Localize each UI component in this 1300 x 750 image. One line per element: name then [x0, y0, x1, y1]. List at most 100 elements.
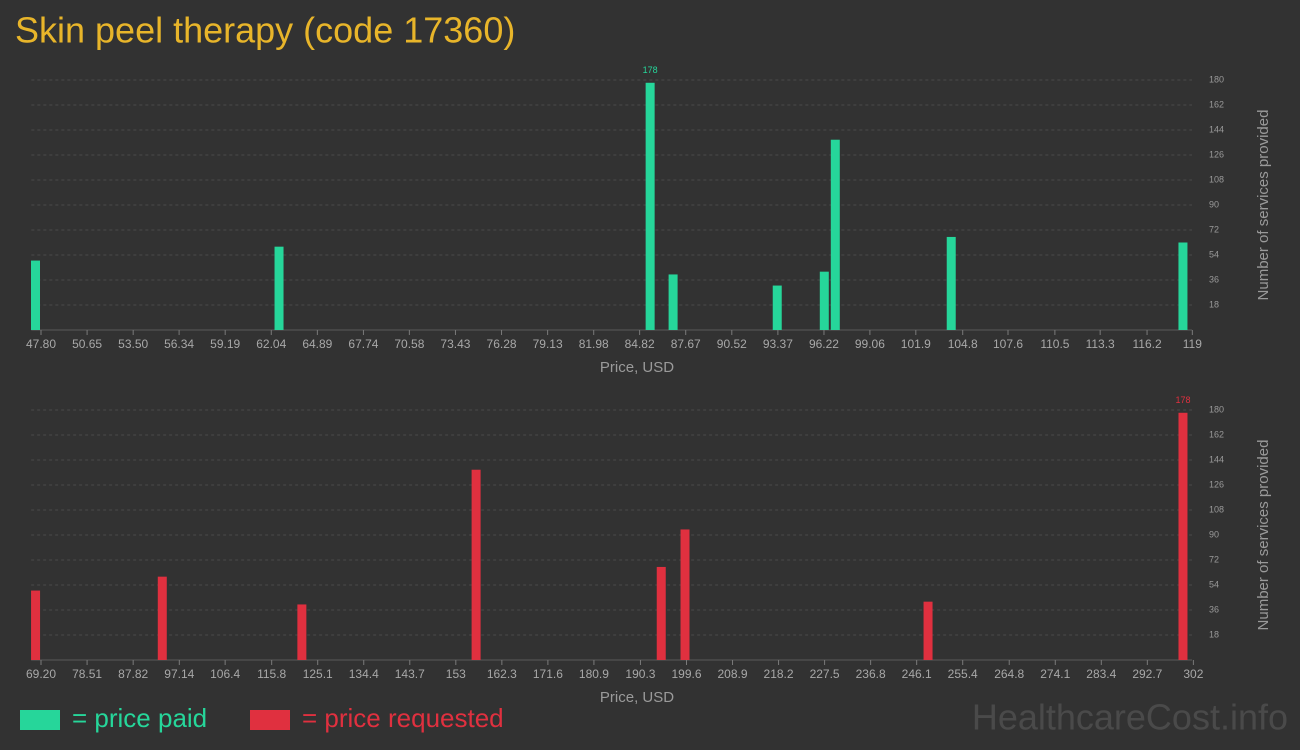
x-tick-label: 302	[1183, 667, 1203, 681]
x-tick-label: 116.2	[1132, 337, 1161, 351]
y-tick-label: 180	[1209, 74, 1224, 84]
x-tick-label: 62.04	[256, 337, 286, 351]
x-tick-label: 73.43	[440, 337, 470, 351]
x-tick-label: 56.34	[164, 337, 194, 351]
y-tick-label: 36	[1209, 604, 1219, 614]
x-tick-label: 143.7	[395, 667, 425, 681]
x-tick-label: 93.37	[763, 337, 793, 351]
x-tick-label: 101.9	[901, 337, 931, 351]
legend-label: = price paid	[72, 703, 207, 733]
x-tick-label: 50.65	[72, 337, 102, 351]
y-tick-label: 18	[1209, 629, 1219, 639]
x-tick-label: 125.1	[303, 667, 333, 681]
x-tick-label: 96.22	[809, 337, 839, 351]
bar	[645, 82, 655, 331]
legend-swatch	[250, 710, 290, 730]
x-tick-label: 274.1	[1040, 667, 1070, 681]
y-tick-label: 108	[1209, 174, 1224, 184]
y-tick-label: 162	[1209, 99, 1224, 109]
bar	[830, 139, 840, 330]
x-tick-label: 113.3	[1086, 337, 1115, 351]
bar	[1178, 412, 1188, 660]
y-tick-label: 18	[1209, 299, 1219, 309]
bar	[274, 246, 284, 330]
bar	[680, 529, 690, 660]
x-tick-label: 218.2	[764, 667, 794, 681]
x-tick-label: 99.06	[855, 337, 885, 351]
bar	[923, 601, 933, 660]
x-tick-label: 97.14	[164, 667, 194, 681]
y-tick-label: 180	[1209, 404, 1224, 414]
bar	[297, 604, 307, 660]
x-tick-label: 292.7	[1132, 667, 1162, 681]
x-tick-label: 84.82	[625, 337, 655, 351]
bar	[1178, 242, 1188, 330]
x-tick-label: 236.8	[856, 667, 886, 681]
value-label: 178	[643, 65, 658, 75]
x-tick-label: 47.80	[26, 337, 56, 351]
bar	[471, 469, 481, 660]
y-tick-label: 72	[1209, 224, 1219, 234]
bar	[946, 236, 956, 330]
y-tick-label: 126	[1209, 149, 1224, 159]
x-axis-label: Price, USD	[600, 689, 674, 706]
x-tick-label: 110.5	[1040, 337, 1069, 351]
x-tick-label: 76.28	[487, 337, 517, 351]
y-tick-label: 144	[1209, 454, 1224, 464]
x-tick-label: 87.82	[118, 667, 148, 681]
x-tick-label: 283.4	[1086, 667, 1116, 681]
x-tick-label: 59.19	[210, 337, 240, 351]
value-label: 178	[1175, 395, 1190, 405]
x-tick-label: 255.4	[948, 667, 978, 681]
legend-label: = price requested	[302, 703, 504, 733]
bar	[31, 260, 41, 330]
watermark: HealthcareCost.info	[972, 697, 1288, 738]
bar	[157, 576, 167, 660]
x-tick-label: 107.6	[993, 337, 1023, 351]
x-tick-label: 162.3	[487, 667, 517, 681]
x-tick-label: 134.4	[349, 667, 379, 681]
x-tick-label: 69.20	[26, 667, 56, 681]
y-axis-label: Number of services provided	[1255, 110, 1272, 301]
legend-swatch	[20, 710, 60, 730]
bar	[31, 590, 41, 660]
y-tick-label: 36	[1209, 274, 1219, 284]
y-tick-label: 162	[1209, 429, 1224, 439]
x-axis-label: Price, USD	[600, 359, 674, 376]
y-tick-label: 108	[1209, 504, 1224, 514]
x-tick-label: 180.9	[579, 667, 609, 681]
bar	[668, 274, 678, 330]
x-tick-label: 227.5	[810, 667, 840, 681]
y-tick-label: 126	[1209, 479, 1224, 489]
x-tick-label: 171.6	[533, 667, 563, 681]
x-tick-label: 246.1	[902, 667, 932, 681]
x-tick-label: 87.67	[671, 337, 701, 351]
x-tick-label: 53.50	[118, 337, 148, 351]
x-tick-label: 81.98	[579, 337, 609, 351]
y-axis-label: Number of services provided	[1255, 440, 1272, 631]
bar	[656, 566, 666, 660]
x-tick-label: 90.52	[717, 337, 747, 351]
y-tick-label: 90	[1209, 529, 1219, 539]
x-tick-label: 106.4	[210, 667, 240, 681]
x-tick-label: 79.13	[533, 337, 563, 351]
bar	[772, 285, 782, 330]
x-tick-label: 115.8	[257, 667, 286, 681]
x-tick-label: 208.9	[718, 667, 748, 681]
x-tick-label: 199.6	[671, 667, 701, 681]
bar	[819, 271, 829, 330]
x-tick-label: 153	[446, 667, 466, 681]
x-tick-label: 78.51	[72, 667, 102, 681]
x-tick-label: 70.58	[394, 337, 424, 351]
y-tick-label: 54	[1209, 579, 1219, 589]
x-tick-label: 64.89	[302, 337, 332, 351]
title: Skin peel therapy (code 17360)	[15, 10, 515, 51]
x-tick-label: 119	[1183, 337, 1202, 351]
x-tick-label: 264.8	[994, 667, 1024, 681]
x-tick-label: 104.8	[948, 337, 978, 351]
y-tick-label: 54	[1209, 249, 1219, 259]
x-tick-label: 190.3	[625, 667, 655, 681]
y-tick-label: 90	[1209, 199, 1219, 209]
y-tick-label: 72	[1209, 554, 1219, 564]
